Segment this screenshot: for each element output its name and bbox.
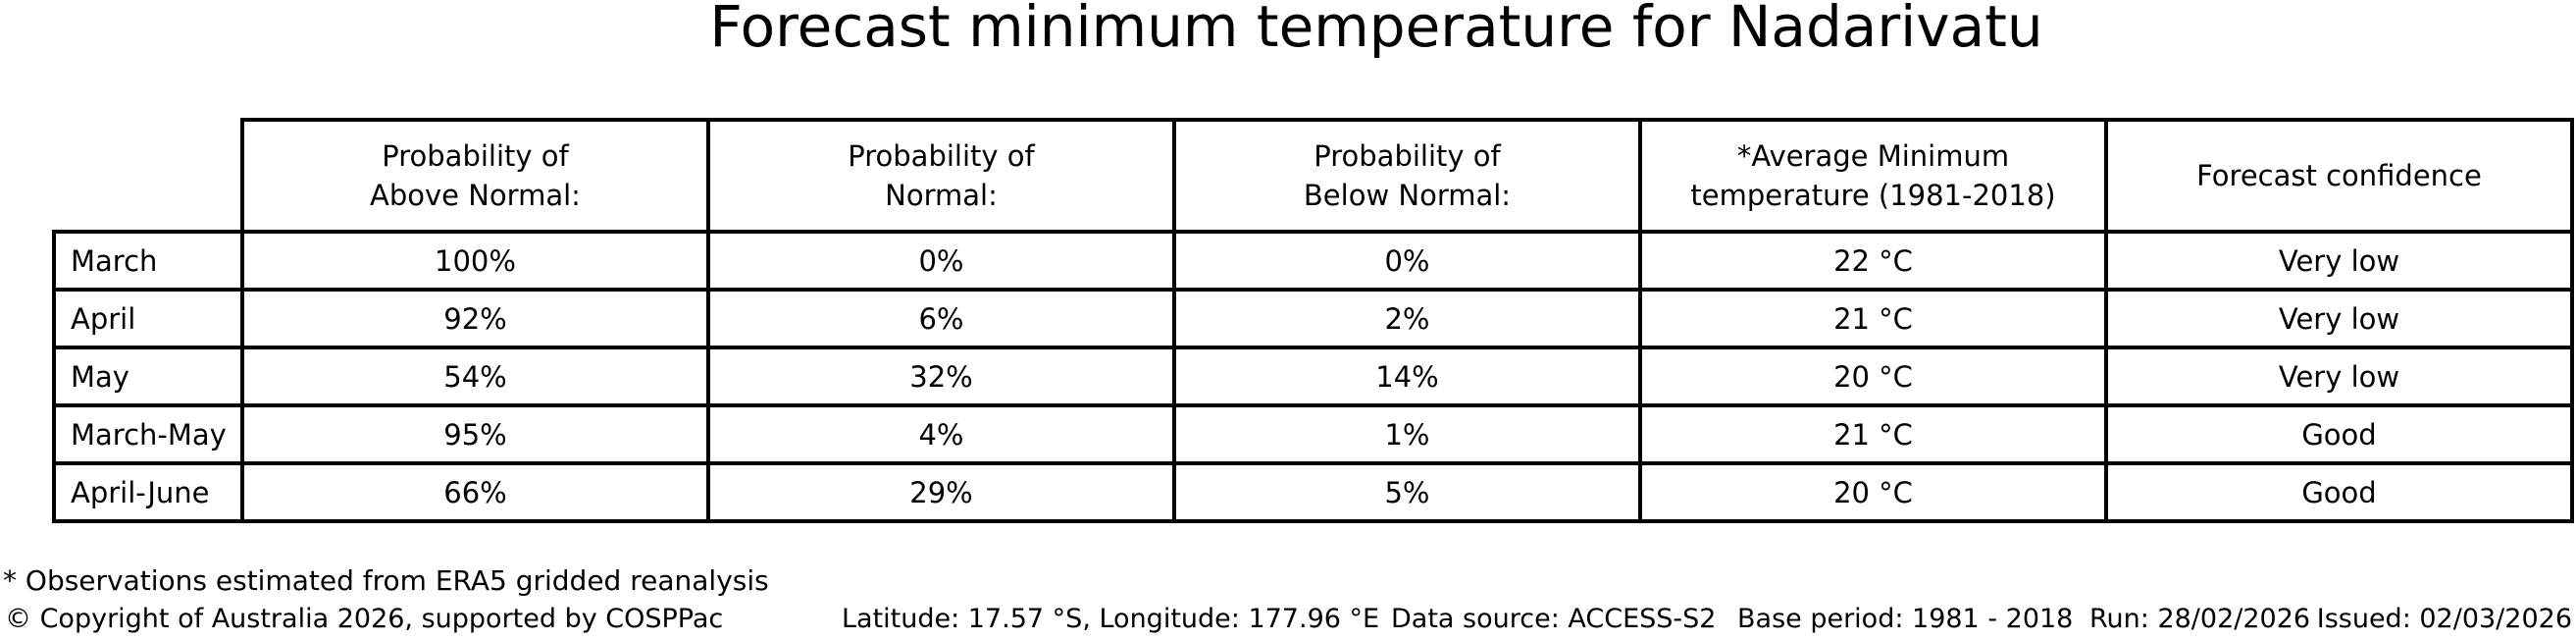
- table-row-april: April 92% 6% 2% 21 °C Very low: [52, 288, 2574, 349]
- run-date-text: Run: 28/02/2026: [2089, 604, 2311, 634]
- header-prob-below-normal: Probability of Below Normal:: [1172, 118, 1642, 234]
- cell-above-normal: 92%: [240, 288, 710, 349]
- row-label: April-June: [52, 461, 244, 523]
- cell-forecast-confidence: Very low: [2104, 230, 2574, 292]
- cell-above-normal: 95%: [240, 403, 710, 465]
- row-label: April: [52, 288, 244, 349]
- coordinates-text: Latitude: 17.57 °S, Longitude: 177.96 °E: [842, 604, 1380, 634]
- page-title: Forecast minimum temperature for Nadariv…: [709, 0, 2043, 60]
- cell-forecast-confidence: Very low: [2104, 346, 2574, 407]
- issued-date-text: Issued: 02/03/2026: [2316, 604, 2572, 634]
- cell-below-normal: 2%: [1172, 288, 1642, 349]
- observations-footnote: * Observations estimated from ERA5 gridd…: [3, 564, 769, 597]
- table-row-may: May 54% 32% 14% 20 °C Very low: [52, 346, 2574, 407]
- table-row-march: March 100% 0% 0% 22 °C Very low: [52, 230, 2574, 292]
- header-forecast-confidence: Forecast confidence: [2104, 118, 2574, 234]
- row-label: March-May: [52, 403, 244, 465]
- cell-average-min-temp: 20 °C: [1638, 461, 2108, 523]
- cell-below-normal: 5%: [1172, 461, 1642, 523]
- cell-above-normal: 100%: [240, 230, 710, 292]
- cell-normal: 6%: [706, 288, 1176, 349]
- cell-below-normal: 14%: [1172, 346, 1642, 407]
- data-source-text: Data source: ACCESS-S2: [1391, 604, 1717, 634]
- table-row-april-june: April-June 66% 29% 5% 20 °C Good: [52, 461, 2574, 523]
- row-label: March: [52, 230, 244, 292]
- header-average-min-temperature: *Average Minimum temperature (1981-2018): [1638, 118, 2108, 234]
- base-period-text: Base period: 1981 - 2018: [1737, 604, 2074, 634]
- cell-average-min-temp: 21 °C: [1638, 403, 2108, 465]
- copyright-text: © Copyright of Australia 2026, supported…: [5, 604, 724, 634]
- header-prob-above-normal: Probability of Above Normal:: [240, 118, 710, 234]
- cell-normal: 29%: [706, 461, 1176, 523]
- cell-below-normal: 0%: [1172, 230, 1642, 292]
- cell-average-min-temp: 22 °C: [1638, 230, 2108, 292]
- row-label: May: [52, 346, 244, 407]
- cell-forecast-confidence: Very low: [2104, 288, 2574, 349]
- cell-average-min-temp: 21 °C: [1638, 288, 2108, 349]
- table-row-march-may: March-May 95% 4% 1% 21 °C Good: [52, 403, 2574, 465]
- cell-above-normal: 66%: [240, 461, 710, 523]
- table-header-row: Probability of Above Normal: Probability…: [54, 118, 2574, 234]
- cell-below-normal: 1%: [1172, 403, 1642, 465]
- header-prob-normal: Probability of Normal:: [706, 118, 1176, 234]
- cell-normal: 32%: [706, 346, 1176, 407]
- cell-forecast-confidence: Good: [2104, 461, 2574, 523]
- cell-normal: 4%: [706, 403, 1176, 465]
- forecast-table: Probability of Above Normal: Probability…: [52, 118, 2574, 523]
- corner-cell: [54, 120, 242, 232]
- cell-normal: 0%: [706, 230, 1176, 292]
- cell-above-normal: 54%: [240, 346, 710, 407]
- cell-forecast-confidence: Good: [2104, 403, 2574, 465]
- cell-average-min-temp: 20 °C: [1638, 346, 2108, 407]
